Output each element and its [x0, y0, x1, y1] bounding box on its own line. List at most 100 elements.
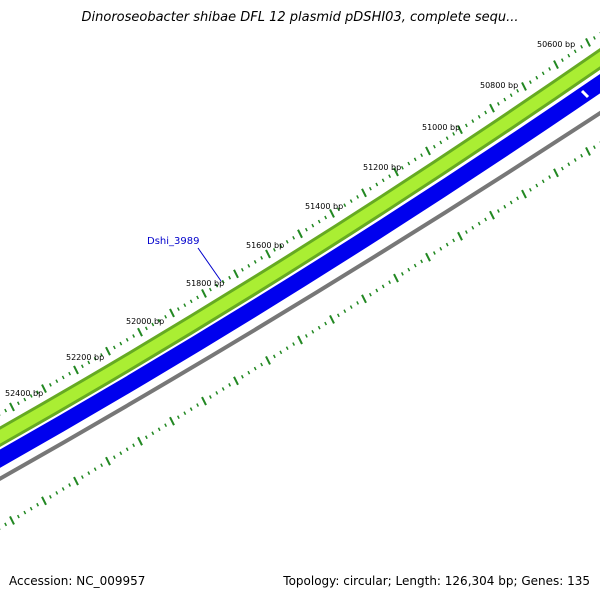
inner-tick [164, 423, 168, 428]
outer-tick [240, 268, 244, 272]
inner-tick [208, 395, 212, 399]
outer-tick [336, 207, 340, 212]
outer-tick [29, 394, 33, 398]
inner-tick [253, 366, 257, 371]
inner-tick [484, 217, 488, 222]
inner-tick [189, 407, 193, 411]
outer-tick [9, 402, 15, 412]
outer-tick [100, 353, 104, 357]
outer-tick [221, 279, 225, 284]
outer-tick [375, 182, 379, 187]
outer-tick [247, 264, 251, 268]
outer-tick [137, 327, 143, 337]
outer-tick [439, 140, 443, 145]
outer-tick [304, 227, 308, 232]
outer-tick [343, 203, 347, 208]
inner-tick [41, 496, 47, 506]
outer-tick [592, 36, 596, 40]
outer-tick [68, 371, 72, 376]
tick-label: 50600 bp [537, 40, 575, 49]
inner-tick [445, 242, 449, 247]
outer-tick [253, 260, 257, 264]
inner-tick [29, 506, 33, 511]
tick-label: 51200 bp [363, 163, 401, 172]
inner-tick [4, 522, 8, 527]
outer-tick [407, 161, 411, 166]
inner-tick [317, 325, 321, 330]
inner-tick [573, 158, 577, 162]
outer-tick [80, 364, 84, 369]
outer-tick [503, 97, 507, 102]
outer-tick [196, 295, 200, 300]
outer-tick [573, 49, 577, 54]
outer-tick [368, 186, 372, 191]
gene-label-dshi-3989[interactable]: Dshi_3989 [147, 236, 199, 247]
inner-tick [304, 334, 308, 338]
inner-tick [541, 179, 545, 184]
outer-tick [36, 390, 40, 395]
outer-tick [292, 235, 296, 240]
inner-tick [228, 383, 232, 387]
reverse-track-gap [580, 89, 590, 99]
inner-tick [169, 416, 175, 426]
inner-tick [503, 204, 507, 209]
inner-tick [55, 491, 59, 495]
outer-tick [413, 157, 417, 162]
inner-tick [496, 209, 500, 213]
inner-tick [240, 374, 244, 379]
inner-tick [368, 292, 372, 297]
outer-tick [279, 244, 283, 248]
inner-tick [393, 273, 399, 283]
inner-tick [285, 346, 289, 351]
inner-tick [73, 476, 79, 486]
outer-tick [73, 365, 79, 375]
outer-tick [311, 223, 315, 228]
outer-tick [580, 45, 584, 49]
inner-tick [432, 251, 436, 255]
outer-tick [61, 375, 65, 380]
inner-tick [349, 305, 353, 309]
outer-tick [119, 341, 123, 346]
inner-tick [400, 272, 404, 276]
outer-tick [349, 199, 353, 203]
outer-tick [356, 195, 360, 199]
inner-tick [425, 252, 431, 262]
tick-label: 51000 bp [422, 123, 460, 132]
outer-tick [189, 299, 193, 304]
inner-tick [36, 502, 40, 507]
outer-tick [452, 132, 456, 136]
inner-tick [176, 415, 180, 420]
outer-tick [297, 229, 303, 239]
inner-tick [23, 510, 27, 515]
outer-tick [16, 401, 20, 406]
inner-tick [196, 403, 200, 407]
outer-tick [477, 114, 481, 119]
inner-tick [361, 294, 367, 304]
outer-tick [215, 283, 219, 288]
outer-tick [381, 178, 385, 183]
outer-tick [272, 248, 276, 252]
outer-tick [420, 153, 424, 158]
inner-tick [93, 467, 97, 471]
outer-tick [457, 125, 463, 135]
inner-tick [457, 231, 463, 241]
inner-tick [112, 455, 116, 460]
inner-tick [489, 210, 495, 220]
inner-tick [535, 183, 539, 188]
outer-tick [471, 119, 475, 123]
outer-tick-marks [0, 31, 600, 416]
outer-tick [567, 53, 571, 58]
outer-tick [528, 80, 532, 84]
inner-tick [585, 147, 591, 156]
outer-tick [233, 269, 239, 279]
inner-tick [80, 475, 84, 479]
outer-tick [285, 239, 289, 244]
inner-tick [528, 187, 532, 192]
inner-tick [201, 396, 207, 406]
outer-tick [105, 346, 111, 356]
outer-tick [23, 397, 27, 402]
inner-tick [157, 427, 161, 432]
inner-tick [560, 166, 564, 171]
inner-tick [137, 436, 143, 446]
